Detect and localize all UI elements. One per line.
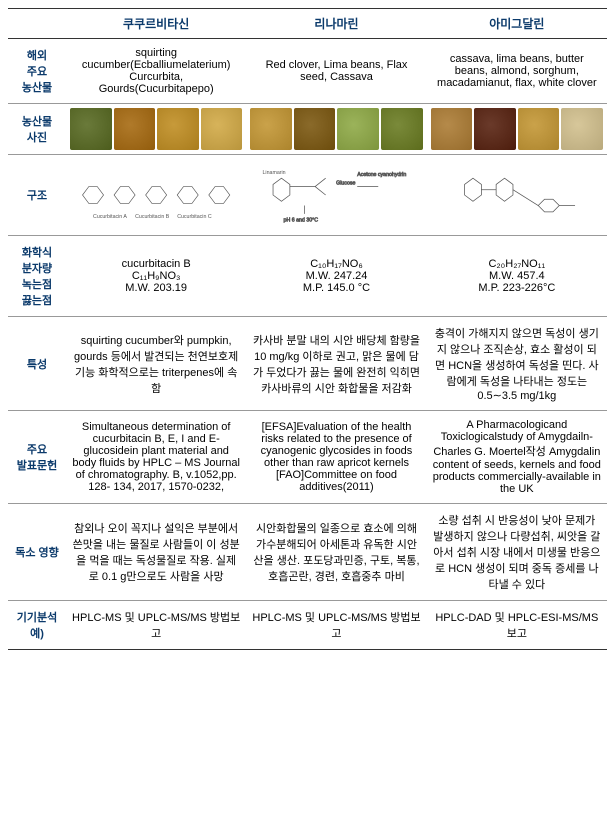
svg-text:Glucose: Glucose: [336, 180, 355, 186]
photo-c3: [427, 104, 607, 155]
row-instr: 기기분석예) HPLC-MS 및 UPLC-MS/MS 방법보고 HPLC-MS…: [8, 601, 607, 650]
structure-c2: Glucose pH 6 and 30°C Acetone cyanohydri…: [246, 155, 426, 236]
chem-c2: C₁₀H₁₇NO₆M.W. 247.24M.P. 145.0 °C: [246, 236, 426, 317]
feature-c3: 충격이 가해지지 않으면 독성이 생기지 않으나 조직손상, 효소 활성이 되면…: [427, 317, 607, 411]
row-structure: 구조 Cucurbitacin A Cucurbitacin B Cucurbi…: [8, 155, 607, 236]
label-photo: 농산물사진: [8, 104, 66, 155]
tox-c2: 시안화합물의 일종으로 효소에 의해 가수분해되어 아세톤과 유독한 시안산을 …: [246, 504, 426, 601]
produce-thumb: [561, 108, 603, 150]
header-row: 쿠쿠르비타신 리나마린 아미그달린: [8, 9, 607, 39]
header-col1: 쿠쿠르비타신: [66, 9, 246, 39]
instr-c1: HPLC-MS 및 UPLC-MS/MS 방법보고: [66, 601, 246, 650]
svg-text:Cucurbitacin B: Cucurbitacin B: [135, 214, 170, 220]
produce-thumb: [431, 108, 473, 150]
row-tox: 독소 영향 참외나 오이 꼭지나 설익은 부분에서 쓴맛을 내는 물질로 사람들…: [8, 504, 607, 601]
row-overseas: 해외주요농산물 squirting cucumber(Ecballiumelat…: [8, 39, 607, 104]
paper-c2: [EFSA]Evaluation of the health risks rel…: [246, 411, 426, 504]
produce-thumb: [201, 108, 243, 150]
produce-thumb: [70, 108, 112, 150]
produce-thumb: [114, 108, 156, 150]
produce-thumb: [294, 108, 336, 150]
row-paper: 주요발표문헌 Simultaneous determination of cuc…: [8, 411, 607, 504]
paper-c1: Simultaneous determination of cucurbitac…: [66, 411, 246, 504]
svg-text:Cucurbitacin A: Cucurbitacin A: [93, 214, 127, 220]
tox-c3: 소량 섭취 시 반응성이 낮아 문제가 발생하지 않으나 다량섭취, 씨앗을 갈…: [427, 504, 607, 601]
feature-c1: squirting cucumber와 pumpkin, gourds 등에서 …: [66, 317, 246, 411]
produce-thumb: [250, 108, 292, 150]
svg-text:Linamarin: Linamarin: [263, 170, 286, 176]
photo-c2: [246, 104, 426, 155]
chem-c3: C₂₀H₂₇NO₁₁M.W. 457.4M.P. 223-226°C: [427, 236, 607, 317]
label-instr: 기기분석예): [8, 601, 66, 650]
header-blank: [8, 9, 66, 39]
label-tox: 독소 영향: [8, 504, 66, 601]
overseas-c2: Red clover, Lima beans, Flax seed, Cassa…: [246, 39, 426, 104]
svg-text:pH 6 and 30°C: pH 6 and 30°C: [284, 217, 319, 223]
structure-c3: [427, 155, 607, 236]
produce-thumb: [157, 108, 199, 150]
compound-table: 쿠쿠르비타신 리나마린 아미그달린 해외주요농산물 squirting cucu…: [8, 8, 607, 650]
produce-thumb: [337, 108, 379, 150]
produce-thumb: [474, 108, 516, 150]
label-feature: 특성: [8, 317, 66, 411]
paper-c3: A Pharmacologicand Toxiclogicalstudy of …: [427, 411, 607, 504]
produce-thumb: [518, 108, 560, 150]
feature-c2: 카사바 분말 내의 시안 배당체 함량을 10 mg/kg 이하로 권고, 맑은…: [246, 317, 426, 411]
row-feature: 특성 squirting cucumber와 pumpkin, gourds 등…: [8, 317, 607, 411]
chem-c1: cucurbitacin BC₁₁H₉NO₃M.W. 203.19: [66, 236, 246, 317]
svg-text:Acetone cyanohydrin: Acetone cyanohydrin: [358, 172, 407, 178]
label-chem: 화학식분자량녹는점끓는점: [8, 236, 66, 317]
svg-text:Cucurbitacin C: Cucurbitacin C: [177, 214, 212, 220]
label-paper: 주요발표문헌: [8, 411, 66, 504]
instr-c3: HPLC-DAD 및 HPLC-ESI-MS/MS 보고: [427, 601, 607, 650]
overseas-c1: squirting cucumber(Ecballiumelaterium) C…: [66, 39, 246, 104]
overseas-c3: cassava, lima beans, butter beans, almon…: [427, 39, 607, 104]
row-chem: 화학식분자량녹는점끓는점 cucurbitacin BC₁₁H₉NO₃M.W. …: [8, 236, 607, 317]
structure-c1: Cucurbitacin A Cucurbitacin B Cucurbitac…: [66, 155, 246, 236]
label-structure: 구조: [8, 155, 66, 236]
row-photo: 농산물사진: [8, 104, 607, 155]
header-col2: 리나마린: [246, 9, 426, 39]
produce-thumb: [381, 108, 423, 150]
label-overseas: 해외주요농산물: [8, 39, 66, 104]
photo-c1: [66, 104, 246, 155]
header-col3: 아미그달린: [427, 9, 607, 39]
instr-c2: HPLC-MS 및 UPLC-MS/MS 방법보고: [246, 601, 426, 650]
tox-c1: 참외나 오이 꼭지나 설익은 부분에서 쓴맛을 내는 물질로 사람들이 이 성분…: [66, 504, 246, 601]
